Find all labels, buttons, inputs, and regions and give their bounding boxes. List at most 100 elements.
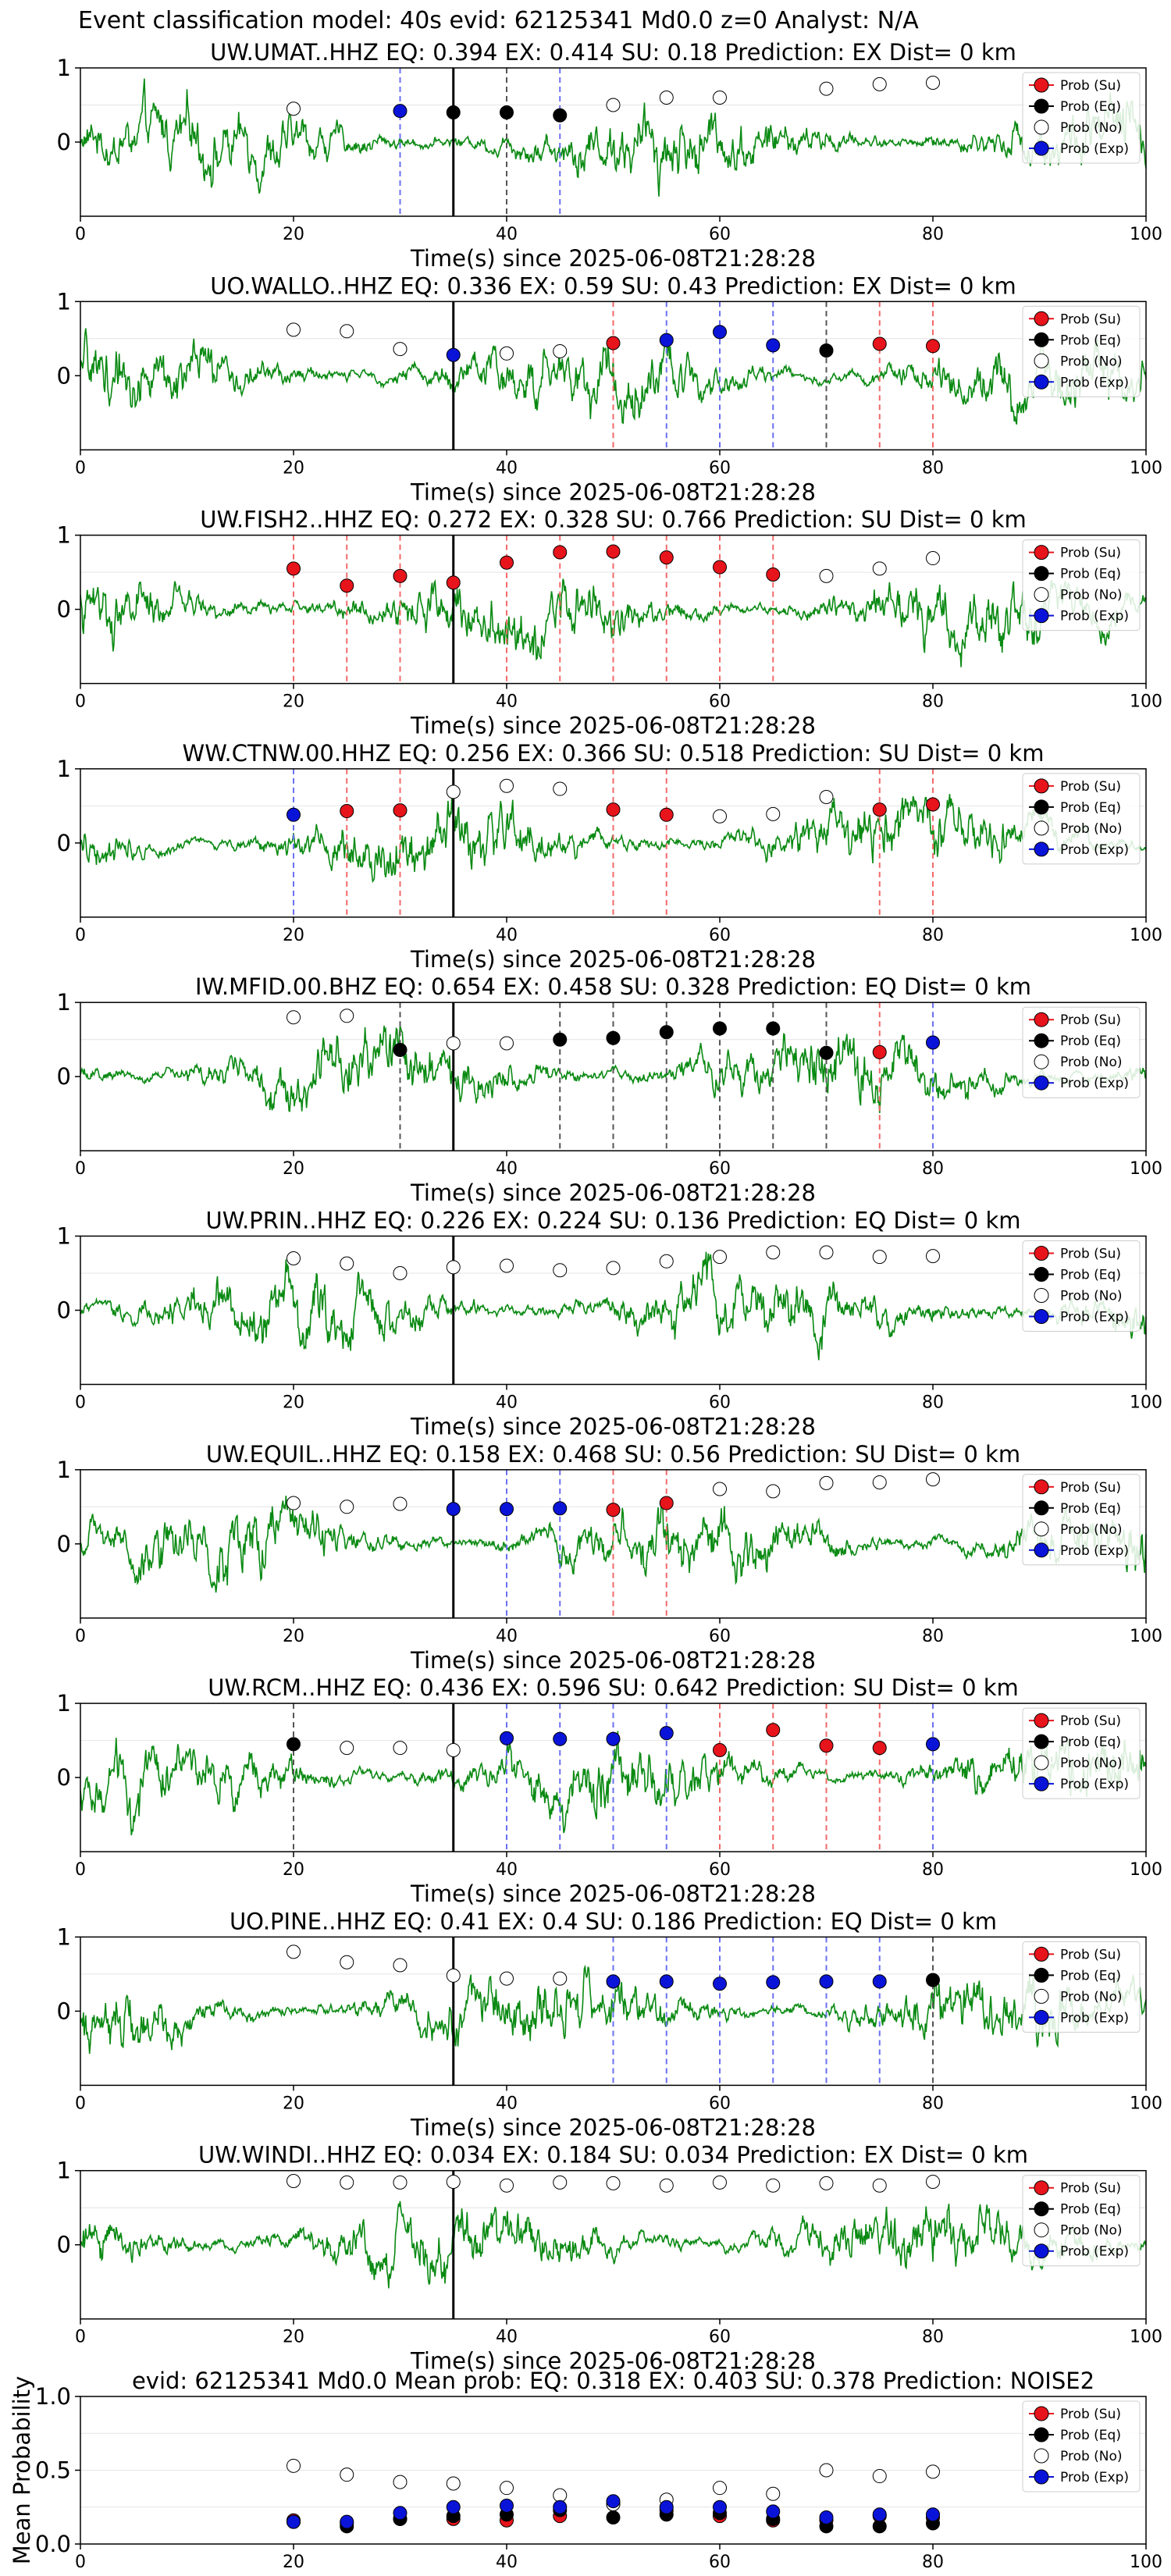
probability-point: [553, 1501, 568, 1516]
legend-marker: [1034, 1755, 1049, 1770]
probability-point: [606, 544, 621, 559]
legend-label: Prob (No): [1060, 1289, 1123, 1304]
legend-label: Prob (Exp): [1060, 1076, 1129, 1091]
probability-point: [606, 1503, 621, 1517]
mean-probability-point: [340, 2467, 354, 2482]
legend-marker: [1034, 374, 1049, 390]
probability-point: [340, 2175, 354, 2190]
x-tick-label: 100: [1130, 1860, 1162, 1880]
x-tick-label: 100: [1130, 1159, 1162, 1179]
x-tick-label: 20: [283, 458, 304, 478]
legend-box: [1022, 1707, 1141, 1799]
probability-point: [926, 1035, 940, 1050]
legend-label: Prob (Exp): [1060, 842, 1129, 858]
legend-label: Prob (Exp): [1060, 375, 1129, 390]
legend-label: Prob (No): [1060, 1756, 1123, 1771]
y-tick-label: 1: [57, 1923, 71, 1950]
probability-point: [926, 551, 940, 566]
station-panel: UW.WINDI..HHZ EQ: 0.034 EX: 0.184 SU: 0.…: [57, 2142, 1162, 2375]
legend-marker: [1034, 2427, 1049, 2443]
legend-marker: [1034, 2243, 1049, 2259]
x-tick-label: 100: [1130, 692, 1162, 712]
x-tick-label: 20: [283, 225, 304, 244]
x-tick-label: 0: [75, 2094, 86, 2113]
legend-label: Prob (Su): [1060, 1480, 1121, 1496]
x-tick-label: 40: [496, 2553, 518, 2572]
x-tick-label: 60: [709, 458, 731, 478]
probability-point: [553, 1731, 568, 1746]
legend-marker: [1034, 1946, 1049, 1962]
legend-marker: [1034, 1776, 1049, 1791]
probability-point: [926, 1472, 940, 1487]
probability-point: [713, 1976, 727, 1991]
legend-marker: [1034, 1521, 1049, 1537]
legend-label: Prob (Su): [1060, 2181, 1121, 2197]
legend-label: Prob (No): [1060, 1055, 1123, 1070]
probability-point: [500, 1036, 514, 1051]
probability-point: [606, 98, 621, 112]
probability-point: [287, 807, 301, 822]
probability-point: [713, 325, 727, 340]
legend-label: Prob (Exp): [1060, 2244, 1129, 2260]
panel-title: UW.UMAT..HHZ EQ: 0.394 EX: 0.414 SU: 0.1…: [210, 39, 1016, 66]
x-axis-label: Time(s) since 2025-06-08T21:28:28: [410, 2114, 816, 2140]
probability-point: [446, 1742, 461, 1757]
x-axis-label: Time(s) since 2025-06-08T21:28:28: [410, 1647, 816, 1674]
x-tick-label: 40: [496, 692, 518, 712]
legend-marker: [1034, 119, 1049, 135]
probability-point: [393, 2175, 408, 2190]
legend-marker: [1034, 1713, 1049, 1728]
legend-box: [1022, 539, 1141, 632]
x-tick-label: 60: [709, 1627, 731, 1646]
y-tick-label: 1: [57, 2158, 71, 2184]
legend-label: Prob (Su): [1060, 78, 1121, 94]
mean-probability-point: [446, 2476, 461, 2491]
probability-point: [393, 1043, 408, 1057]
legend-label: Prob (Su): [1060, 1947, 1121, 1962]
x-tick-label: 0: [75, 1393, 86, 1413]
x-tick-label: 20: [283, 1860, 304, 1880]
legend-label: Prob (Su): [1060, 779, 1121, 795]
probability-point: [446, 105, 461, 119]
x-tick-label: 0: [75, 2328, 86, 2347]
legend-label: Prob (Eq): [1060, 1034, 1121, 1049]
panel-title: UO.WALLO..HHZ EQ: 0.336 EX: 0.59 SU: 0.4…: [210, 272, 1016, 299]
probability-point: [819, 1974, 834, 1989]
probability-point: [393, 342, 408, 357]
mean-probability-point: [819, 2463, 834, 2478]
mean-probability-point: [606, 2494, 621, 2509]
y-tick-label: 1: [57, 1457, 71, 1483]
legend-marker: [1034, 778, 1049, 794]
x-tick-label: 60: [709, 225, 731, 244]
legend-marker: [1034, 353, 1049, 368]
probability-point: [393, 568, 408, 583]
mean-probability-point: [872, 2507, 887, 2522]
mean-probability-point: [713, 2500, 727, 2514]
legend-label: Prob (Exp): [1060, 1777, 1129, 1792]
probability-point: [393, 104, 408, 119]
probability-point: [819, 81, 834, 96]
probability-point: [872, 1475, 887, 1489]
legend-marker: [1034, 566, 1049, 582]
legend-marker: [1034, 820, 1049, 836]
x-tick-label: 60: [709, 1860, 731, 1880]
x-tick-label: 80: [922, 2553, 944, 2572]
y-tick-label: 1: [57, 522, 71, 549]
x-tick-label: 100: [1130, 1627, 1162, 1646]
probability-point: [659, 1974, 674, 1989]
waveform-trace: [80, 2201, 1147, 2289]
legend-marker: [1034, 2469, 1049, 2485]
legend-label: Prob (Eq): [1060, 1501, 1121, 1517]
waveform-trace: [80, 1251, 1147, 1361]
mean-probability-panel: evid: 62125341 Md0.0 Mean prob: EQ: 0.31…: [9, 2368, 1162, 2572]
probability-point: [500, 346, 514, 361]
probability-point: [287, 1010, 301, 1025]
probability-point: [713, 1742, 727, 1757]
legend-label: Prob (Exp): [1060, 1310, 1129, 1325]
probability-point: [606, 1974, 621, 1989]
x-tick-label: 80: [922, 458, 944, 478]
probability-point: [926, 1973, 940, 1987]
y-tick-label: 1: [57, 55, 71, 81]
probability-point: [393, 1496, 408, 1511]
panel-title: UW.EQUIL..HHZ EQ: 0.158 EX: 0.468 SU: 0.…: [206, 1441, 1020, 1468]
